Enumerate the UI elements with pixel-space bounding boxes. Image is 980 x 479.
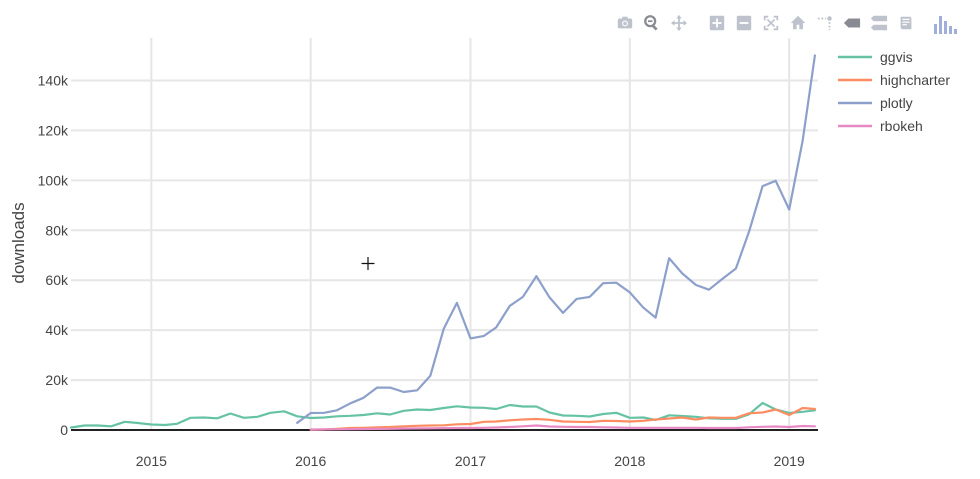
x-tick-label: 2019	[774, 453, 805, 469]
hover-closest-icon[interactable]	[841, 12, 863, 34]
x-tick-label: 2015	[136, 453, 167, 469]
legend-item-plotly[interactable]: plotly	[838, 95, 913, 111]
y-tick-label: 0	[60, 422, 68, 438]
x-tick-label: 2016	[295, 453, 326, 469]
y-tick-label: 20k	[45, 372, 69, 388]
series-line-rbokeh[interactable]	[309, 424, 816, 431]
legend-item-highcharter[interactable]: highcharter	[838, 72, 950, 88]
x-axis: 2015 2016 2017 2018 2019	[136, 453, 805, 469]
pan-icon[interactable]	[668, 12, 690, 34]
x-tick-label: 2018	[614, 453, 645, 469]
zoom-in-icon[interactable]	[706, 12, 728, 34]
y-tick-label: 120k	[38, 122, 69, 138]
y-axis-label: downloads	[9, 202, 28, 283]
y-tick-label: 140k	[38, 72, 69, 88]
hover-compare-icon[interactable]	[868, 12, 890, 34]
legend-item-ggvis[interactable]: ggvis	[838, 49, 913, 65]
series-line-plotly[interactable]	[296, 54, 816, 424]
legend-item-rbokeh[interactable]: rbokeh	[838, 118, 923, 134]
legend-label: plotly	[880, 95, 913, 111]
legend-label: ggvis	[880, 49, 913, 65]
autoscale-icon[interactable]	[760, 12, 782, 34]
home-icon[interactable]	[787, 12, 809, 34]
y-tick-label: 40k	[45, 322, 69, 338]
x-tick-label: 2017	[455, 453, 486, 469]
y-tick-label: 100k	[38, 172, 69, 188]
y-tick-label: 60k	[45, 272, 69, 288]
y-axis: 0 20k 40k 60k 80k 100k 120k 140k	[38, 72, 69, 438]
zoom-icon[interactable]	[641, 12, 663, 34]
legend-label: highcharter	[880, 72, 950, 88]
edit-chart-icon[interactable]	[895, 12, 917, 34]
plot-area[interactable]	[69, 54, 816, 431]
zoom-out-icon[interactable]	[733, 12, 755, 34]
spike-lines-icon[interactable]	[814, 12, 836, 34]
modebar	[614, 11, 960, 35]
plotly-logo-icon[interactable]	[932, 12, 960, 34]
crosshair-cursor-icon	[361, 257, 375, 270]
legend-label: rbokeh	[880, 118, 923, 134]
series-line-highcharter[interactable]	[309, 406, 816, 431]
camera-icon[interactable]	[614, 12, 636, 34]
grid-lines	[71, 38, 818, 431]
series-line-ggvis[interactable]	[69, 401, 816, 429]
y-tick-label: 80k	[45, 222, 69, 238]
legend: ggvis highcharter plotly rbokeh	[838, 49, 950, 134]
